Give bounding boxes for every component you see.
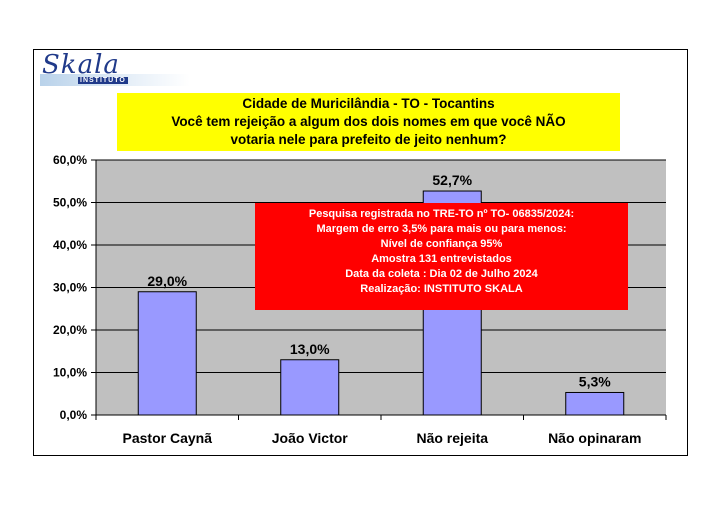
data-labels: 29,0% 13,0% 52,7% 5,3%	[147, 172, 611, 389]
y-tick-label: 60,0%	[53, 153, 87, 167]
data-label: 13,0%	[290, 341, 330, 357]
y-tick-label: 40,0%	[53, 238, 87, 252]
bar	[565, 391, 625, 416]
data-label: 52,7%	[432, 172, 472, 188]
title-line-3: votaria nele para prefeito de jeito nenh…	[230, 132, 507, 147]
category-label: Não rejeita	[416, 430, 488, 446]
category-label: João Victor	[272, 430, 349, 446]
note-line-1: Pesquisa registrada no TRE-TO nº TO- 068…	[308, 208, 575, 220]
y-tick-label: 0,0%	[60, 408, 88, 422]
data-label: 29,0%	[147, 273, 187, 289]
title-line-1: Cidade de Muricilândia - TO - Tocantins	[242, 96, 495, 111]
y-tick-label: 30,0%	[53, 281, 87, 295]
category-label: Pastor Caynã	[123, 430, 213, 446]
data-label: 5,3%	[579, 373, 611, 389]
category-label: Não opinaram	[548, 430, 641, 446]
title-line-2: Você tem rejeição a algum dos dois nomes…	[171, 114, 566, 129]
survey-info-box: Pesquisa registrada no TRE-TO nº TO- 068…	[255, 203, 628, 310]
y-tick-label: 50,0%	[53, 196, 87, 210]
bar	[137, 291, 197, 416]
bar	[280, 359, 340, 416]
skala-logo: Skala INSTITUTO	[40, 50, 190, 92]
axes	[91, 159, 667, 420]
note-line-4: Amostra 131 entrevistados	[371, 253, 512, 265]
note-line-3: Nível de confiança 95%	[380, 238, 503, 250]
logo-subtitle: INSTITUTO	[78, 77, 128, 84]
note-line-2: Margem de erro 3,5% para mais ou para me…	[316, 223, 567, 235]
y-tick-labels: 0,0% 10,0% 20,0% 30,0% 40,0% 50,0% 60,0%	[53, 153, 87, 422]
logo-name: Skala	[42, 50, 120, 80]
category-labels: Pastor Caynã João Victor Não rejeita Não op…	[123, 430, 642, 446]
note-line-5: Data da coleta : Dia 02 de Julho 2024	[345, 268, 538, 280]
y-tick-label: 10,0%	[53, 366, 87, 380]
y-tick-label: 20,0%	[53, 323, 87, 337]
note-line-6: Realização: INSTITUTO SKALA	[360, 283, 523, 295]
chart-title-box: Cidade de Muricilândia - TO - Tocantins …	[117, 93, 620, 151]
